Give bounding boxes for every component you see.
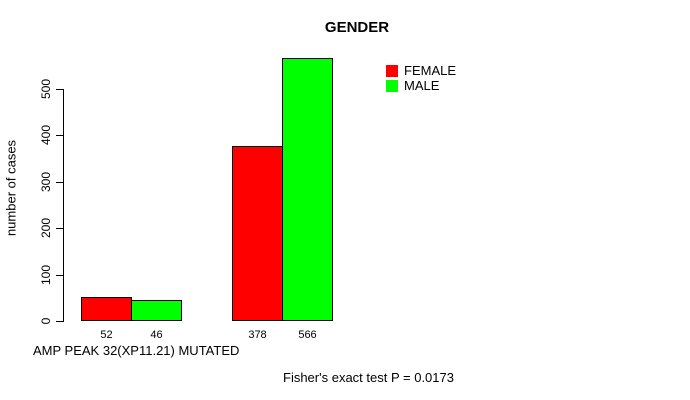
y-axis [63,89,64,322]
y-tick-label: 200 [39,217,53,239]
bar-male-group-2 [282,58,333,321]
y-tick-label: 0 [39,317,53,325]
y-tick-label: 400 [39,124,53,146]
x-axis-label: AMP PEAK 32(XP11.21) MUTATED [33,343,240,358]
y-tick-mark [56,182,63,183]
y-tick-mark [56,135,63,136]
bar-female-group-1 [81,297,132,321]
bar-female-group-2 [232,146,283,321]
legend-item-female: FEMALE [386,63,456,78]
y-tick-mark [56,228,63,229]
legend: FEMALE MALE [386,63,456,93]
bar-value-label: 378 [248,329,267,341]
bar-value-label: 566 [298,329,317,341]
chart-title: GENDER [324,19,390,36]
male-color-swatch [386,79,398,92]
female-color-swatch [386,64,398,77]
y-tick-mark [56,321,63,322]
legend-label-female: FEMALE [404,63,457,78]
bar-value-label: 52 [100,329,113,341]
y-tick-label: 500 [39,78,53,100]
legend-label-male: MALE [404,78,440,93]
y-axis-label: number of cases [3,139,19,237]
legend-item-male: MALE [386,78,456,93]
y-tick-mark [56,89,63,90]
bar-male-group-1 [131,300,182,321]
annotation-text: Fisher's exact test P = 0.0173 [283,370,454,385]
y-tick-label: 300 [39,171,53,193]
bar-value-label: 46 [150,329,163,341]
y-tick-label: 100 [39,264,53,286]
y-tick-mark [56,275,63,276]
